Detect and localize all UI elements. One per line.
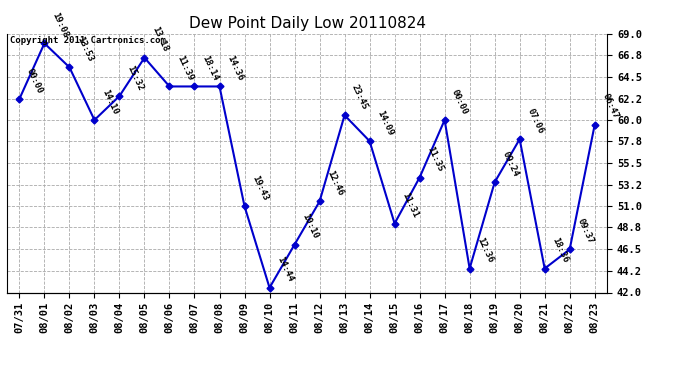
Text: 09:24: 09:24: [500, 150, 520, 178]
Text: 12:36: 12:36: [475, 236, 495, 264]
Text: 13:18: 13:18: [150, 26, 170, 54]
Text: 19:08: 19:08: [50, 11, 70, 39]
Text: 14:10: 14:10: [100, 88, 119, 116]
Text: 11:35: 11:35: [425, 145, 444, 173]
Text: 09:37: 09:37: [575, 217, 595, 245]
Text: 14:09: 14:09: [375, 109, 395, 137]
Text: 13:53: 13:53: [75, 35, 95, 63]
Text: 15:32: 15:32: [125, 64, 144, 92]
Title: Dew Point Daily Low 20110824: Dew Point Daily Low 20110824: [188, 16, 426, 31]
Text: 18:36: 18:36: [550, 236, 570, 264]
Text: 18:14: 18:14: [200, 54, 219, 82]
Text: 12:46: 12:46: [325, 169, 344, 197]
Text: Copyright 2011 Cartronics.com: Copyright 2011 Cartronics.com: [10, 36, 166, 45]
Text: 10:10: 10:10: [300, 212, 319, 240]
Text: 00:00: 00:00: [450, 88, 470, 116]
Text: 07:06: 07:06: [525, 107, 544, 135]
Text: 23:45: 23:45: [350, 83, 370, 111]
Text: 14:36: 14:36: [225, 54, 244, 82]
Text: 14:44: 14:44: [275, 255, 295, 284]
Text: 11:39: 11:39: [175, 54, 195, 82]
Text: 06:47: 06:47: [600, 93, 620, 121]
Text: 11:31: 11:31: [400, 191, 420, 219]
Text: 00:00: 00:00: [25, 67, 44, 95]
Text: 19:43: 19:43: [250, 174, 270, 202]
